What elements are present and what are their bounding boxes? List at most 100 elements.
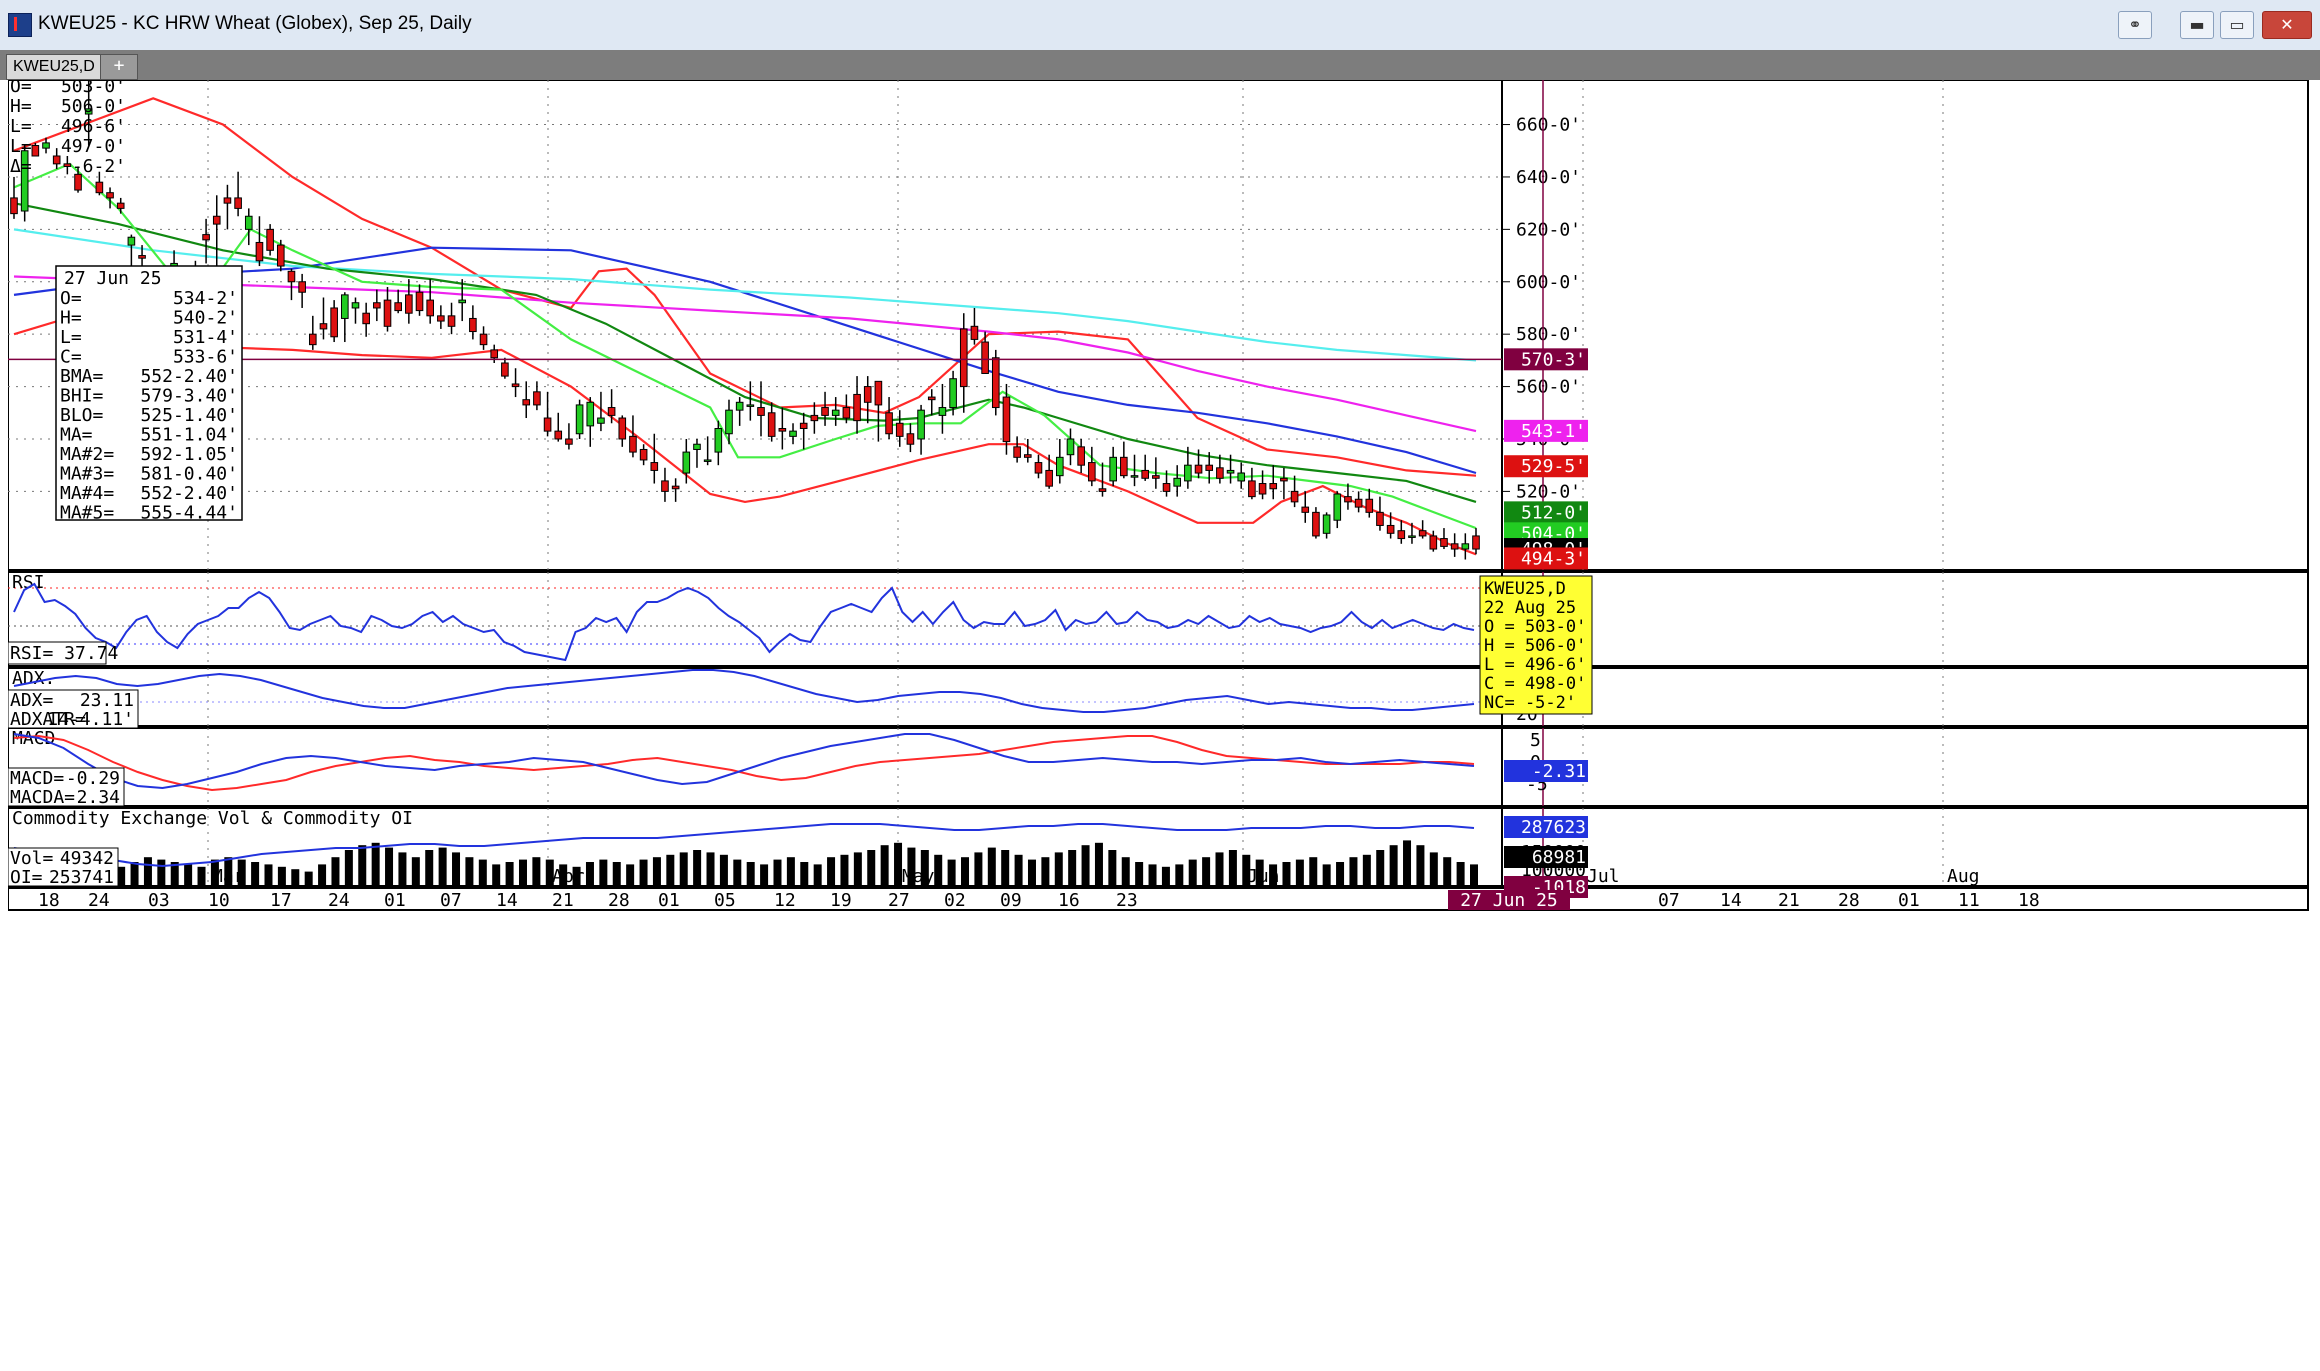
- candle-body: [618, 417, 627, 440]
- y-tick-label: 520-0': [1516, 481, 1581, 502]
- candle: [1450, 533, 1459, 557]
- cursor-field-key: MA#2=: [60, 444, 114, 465]
- candle-body: [223, 197, 232, 204]
- candle: [1418, 520, 1427, 539]
- candle-body: [533, 391, 541, 406]
- close-button[interactable]: ✕: [2262, 11, 2312, 39]
- x-day-label: 05: [714, 890, 736, 911]
- volume-bar: [358, 845, 367, 886]
- maximize-button[interactable]: ▭: [2220, 11, 2254, 39]
- volume-bar: [585, 862, 594, 886]
- candle-body: [1290, 490, 1299, 503]
- cursor-field-value: 592-1.05': [140, 444, 238, 465]
- candle: [853, 376, 861, 434]
- volume-bar: [438, 847, 447, 886]
- volume-field-value: 49342: [60, 848, 114, 869]
- candle-body: [319, 323, 328, 330]
- candle-body: [341, 294, 349, 319]
- candle: [405, 279, 413, 324]
- candle: [255, 216, 264, 267]
- ma3-line: [13, 275, 1477, 433]
- candle-body: [1472, 535, 1480, 550]
- candle-body: [74, 173, 82, 191]
- candle: [639, 444, 648, 466]
- cursor-field-value: 540-2': [173, 308, 238, 329]
- x-day-label: 01: [1898, 890, 1920, 911]
- price-badge: [1504, 348, 1588, 371]
- x-day-label: 09: [1000, 890, 1022, 911]
- add-tab-button[interactable]: +: [100, 54, 138, 80]
- adx-field-value: 23.11: [80, 690, 134, 711]
- macd-field-value: -0.29: [66, 768, 120, 789]
- candle-body: [1013, 446, 1021, 458]
- candle-body: [1312, 511, 1320, 537]
- candle: [1184, 446, 1192, 489]
- symbol-info-line: NC= -5-2': [1484, 693, 1576, 713]
- x-day-label: 11: [1958, 890, 1980, 911]
- volume-bar: [1081, 845, 1090, 886]
- x-day-label: 21: [552, 890, 574, 911]
- candle: [362, 302, 370, 337]
- tab-kweu25[interactable]: KWEU25,D: [6, 54, 102, 80]
- candle-body: [1237, 472, 1246, 482]
- candle: [799, 412, 808, 450]
- volume-bar: [1429, 852, 1438, 886]
- candle: [1034, 454, 1043, 479]
- candle-body: [725, 409, 733, 435]
- volume-bar: [371, 842, 380, 886]
- candle: [469, 305, 477, 340]
- candle: [618, 415, 627, 447]
- link-icon[interactable]: ⚭: [2118, 11, 2152, 39]
- candle-body: [895, 422, 904, 437]
- candle: [330, 300, 338, 343]
- candle: [447, 302, 456, 335]
- ma5-line: [13, 162, 1477, 530]
- chart-svg[interactable]: 660-0' 640-0' 620-0' 600-0' 580-0' 560-0' 540-…: [7, 76, 2320, 1366]
- candle: [1098, 462, 1107, 497]
- candle-body: [1376, 511, 1384, 526]
- candle: [671, 478, 680, 502]
- candle: [597, 391, 605, 432]
- candle-body: [863, 386, 872, 403]
- ohlc-key: H=: [10, 96, 32, 117]
- volume-bar: [398, 852, 407, 886]
- x-day-label: 23: [1116, 890, 1138, 911]
- price-badge: [1504, 419, 1588, 442]
- volume-bar: [1295, 859, 1304, 886]
- candle: [95, 171, 104, 196]
- candle: [341, 292, 349, 343]
- candle: [1408, 522, 1416, 544]
- volume-bar: [505, 862, 514, 886]
- symbol-info-line: KWEU25,D: [1484, 579, 1566, 599]
- candle-body: [1397, 530, 1406, 540]
- volume-bar: [840, 854, 849, 886]
- candle: [575, 399, 584, 439]
- candle-body: [31, 145, 40, 157]
- cursor-field-key: O=: [60, 288, 82, 309]
- volume-bar: [760, 864, 769, 886]
- volume-bar: [224, 857, 233, 886]
- volume-bar: [210, 859, 219, 886]
- volume-bar: [733, 859, 742, 886]
- minimize-button[interactable]: ▬: [2180, 11, 2214, 39]
- candle: [10, 176, 18, 219]
- candle-body: [394, 302, 402, 312]
- volume-bar: [800, 862, 809, 886]
- candle: [831, 397, 840, 426]
- candle-body: [586, 401, 595, 427]
- volume-bar: [1322, 864, 1331, 886]
- candle: [308, 315, 317, 350]
- candle: [501, 357, 509, 379]
- price-badge: [1504, 501, 1588, 524]
- adx-field-key: ADXATR=: [10, 709, 86, 730]
- volume-bar: [853, 852, 862, 886]
- x-month-label: May: [902, 866, 935, 887]
- candle: [31, 142, 40, 157]
- macd-badge-label: -2.31: [1532, 761, 1586, 782]
- candle-body: [693, 443, 701, 450]
- candle: [757, 381, 765, 437]
- chart-area[interactable]: 660-0' 640-0' 620-0' 600-0' 580-0' 560-0' 540-…: [7, 76, 2320, 1366]
- y-tick-label: 600-0': [1516, 272, 1581, 293]
- candle-body: [1322, 514, 1331, 534]
- candle: [1162, 470, 1171, 497]
